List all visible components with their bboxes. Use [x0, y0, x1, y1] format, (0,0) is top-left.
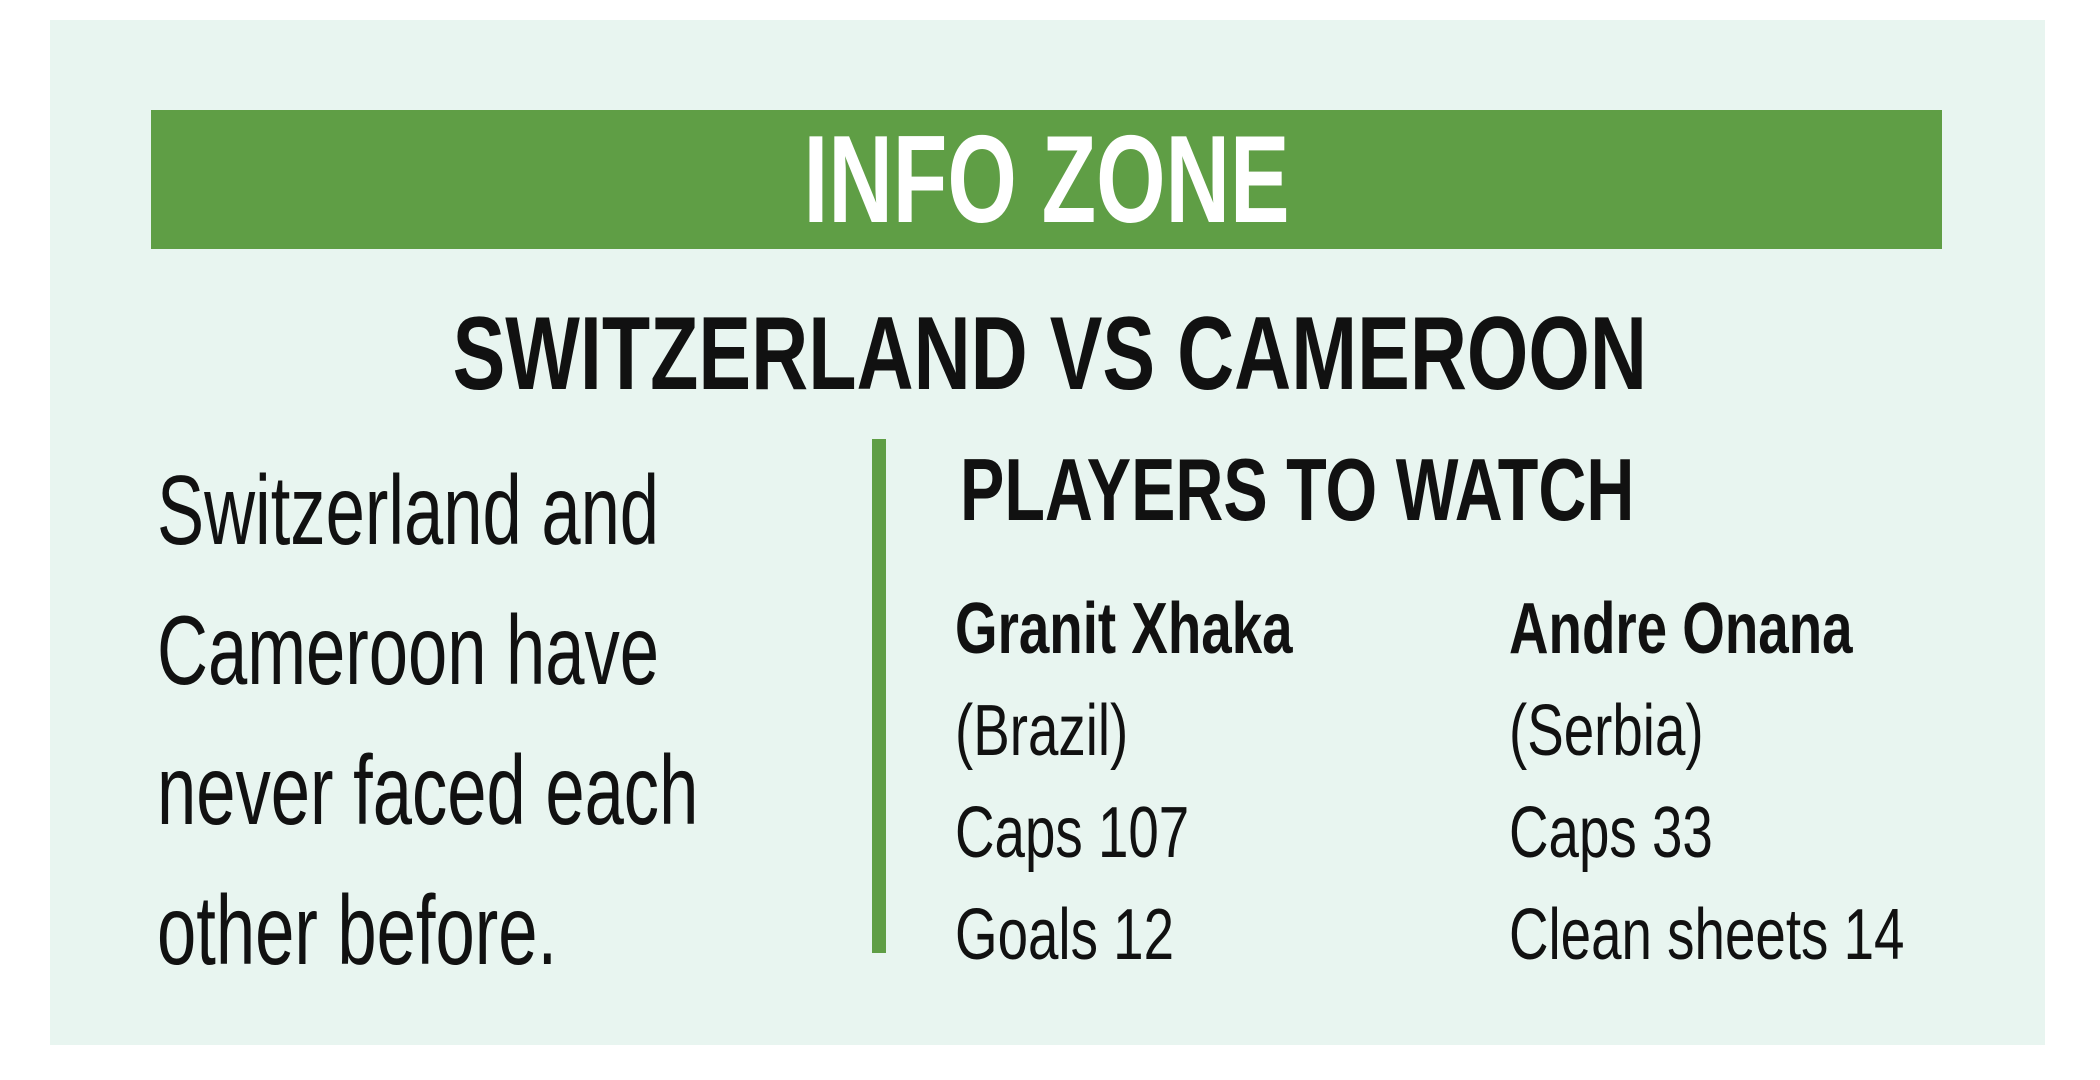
player-card: Andre Onana (Serbia) Caps 33 Clean sheet… — [1509, 578, 1904, 986]
summary-line: Cameroon have — [157, 595, 660, 705]
player-name: Andre Onana — [1509, 589, 1853, 669]
player-opponent: (Serbia) — [1509, 691, 1704, 771]
players-heading: PLAYERS TO WATCH — [960, 440, 1635, 539]
summary-line: other before. — [157, 875, 558, 985]
player-name: Granit Xhaka — [955, 589, 1293, 669]
match-summary: Switzerland and Cameroon have never face… — [157, 440, 698, 1000]
match-title: SWITZERLAND VS CAMEROON — [452, 296, 1648, 412]
player-stat: Caps 33 — [1509, 793, 1713, 873]
info-zone-banner: INFO ZONE — [151, 110, 1942, 249]
player-card: Granit Xhaka (Brazil) Caps 107 Goals 12 — [955, 578, 1293, 986]
player-stat: Goals 12 — [955, 895, 1175, 975]
player-stat: Caps 107 — [955, 793, 1190, 873]
banner-label: INFO ZONE — [803, 110, 1290, 249]
summary-line: Switzerland and — [157, 455, 660, 565]
column-divider — [872, 439, 886, 953]
summary-line: never faced each — [157, 735, 699, 845]
player-stat: Clean sheets 14 — [1509, 895, 1905, 975]
player-opponent: (Brazil) — [955, 691, 1129, 771]
